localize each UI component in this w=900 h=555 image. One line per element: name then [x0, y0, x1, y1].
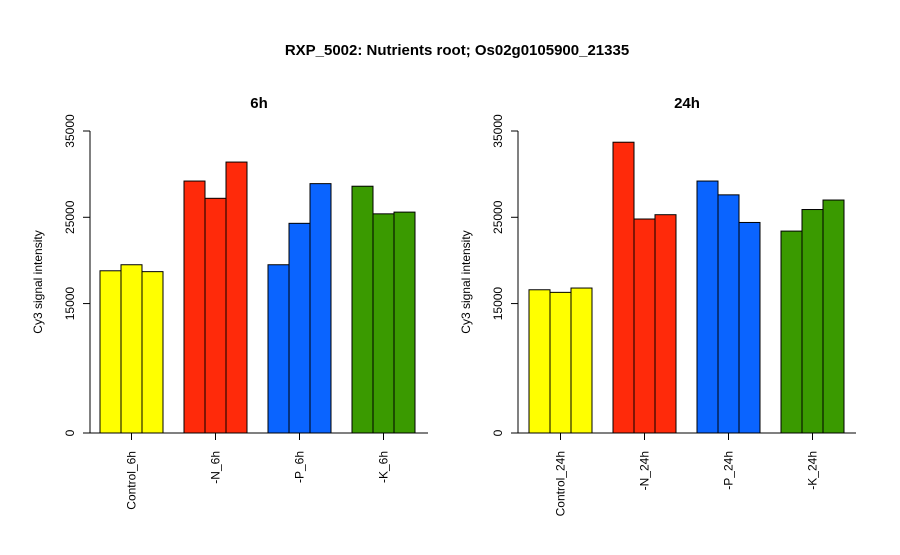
bar — [120, 264, 143, 434]
bar — [570, 287, 593, 434]
x-tick-label: -K_6h — [377, 451, 391, 483]
panel-title: 6h — [250, 95, 268, 112]
bar — [801, 209, 824, 434]
y-tick-label: 15000 — [491, 287, 505, 321]
y-tick-label: 35000 — [63, 114, 77, 148]
y-tick-label: 0 — [63, 429, 77, 436]
x-tick-label: -P_6h — [293, 451, 307, 483]
bar — [288, 222, 311, 434]
y-axis-label: Cy3 signal intensity — [31, 230, 45, 333]
bar — [393, 211, 416, 434]
x-tick-label: -N_6h — [209, 451, 223, 484]
y-tick-label: 25000 — [491, 200, 505, 234]
bar — [204, 197, 227, 434]
y-tick-label: 35000 — [491, 114, 505, 148]
bar — [822, 199, 845, 434]
bar — [183, 180, 206, 434]
y-tick-label: 15000 — [63, 287, 77, 321]
panel-title: 24h — [674, 95, 700, 112]
x-tick-label: Control_24h — [554, 451, 568, 516]
bar — [717, 194, 740, 434]
y-axis-label: Cy3 signal intensity — [459, 230, 473, 333]
bar — [549, 291, 572, 434]
panel-24h: 24h 0 15000 25000 35000 Cy3 signal intensity C… — [459, 95, 856, 516]
x-tick-label: -P_24h — [722, 451, 736, 490]
bar — [267, 264, 290, 434]
bar — [309, 183, 332, 434]
bar — [351, 185, 374, 434]
panel-6h: 6h 0 15000 25000 35000 Cy3 signal intensity Co… — [31, 95, 428, 510]
bar — [738, 221, 761, 434]
x-tick-label: Control_6h — [125, 451, 139, 510]
bar — [633, 218, 656, 434]
bar — [654, 214, 677, 434]
bar — [612, 141, 635, 434]
bar — [780, 230, 803, 434]
y-tick-label: 25000 — [63, 200, 77, 234]
bar — [528, 289, 551, 434]
bar — [372, 213, 395, 434]
figure-title: RXP_5002: Nutrients root; Os02g0105900_2… — [285, 42, 629, 59]
bar — [696, 180, 719, 434]
bar — [99, 270, 122, 434]
bar — [141, 271, 164, 434]
x-tick-label: -N_24h — [638, 451, 652, 490]
bar — [225, 161, 248, 434]
x-tick-label: -K_24h — [806, 451, 820, 490]
y-tick-label: 0 — [491, 429, 505, 436]
